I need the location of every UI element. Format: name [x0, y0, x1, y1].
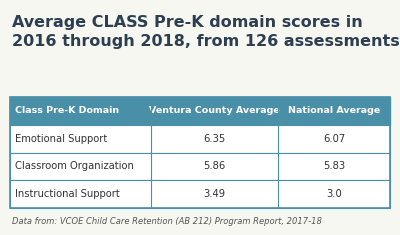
Text: National Average: National Average [288, 106, 380, 115]
Text: Classroom Organization: Classroom Organization [15, 161, 134, 171]
Text: Class Pre-K Domain: Class Pre-K Domain [15, 106, 119, 115]
Bar [10, 180, 390, 208]
Text: 5.86: 5.86 [203, 161, 225, 171]
Bar [10, 97, 390, 125]
Text: Data from: VCOE Child Care Retention (AB 212) Program Report, 2017-18: Data from: VCOE Child Care Retention (AB… [12, 217, 322, 226]
Bar [10, 125, 390, 153]
Text: Emotional Support: Emotional Support [15, 134, 107, 144]
Text: Instructional Support: Instructional Support [15, 189, 120, 199]
Text: 5.83: 5.83 [323, 161, 345, 171]
Text: 3.49: 3.49 [203, 189, 225, 199]
Text: 6.35: 6.35 [203, 134, 225, 144]
Text: Ventura County Average: Ventura County Average [149, 106, 280, 115]
Text: 3.0: 3.0 [326, 189, 342, 199]
Bar [10, 97, 390, 208]
Bar [10, 153, 390, 180]
Text: 6.07: 6.07 [323, 134, 345, 144]
Text: Average CLASS Pre-K domain scores in
2016 through 2018, from 126 assessments:: Average CLASS Pre-K domain scores in 201… [12, 15, 400, 49]
